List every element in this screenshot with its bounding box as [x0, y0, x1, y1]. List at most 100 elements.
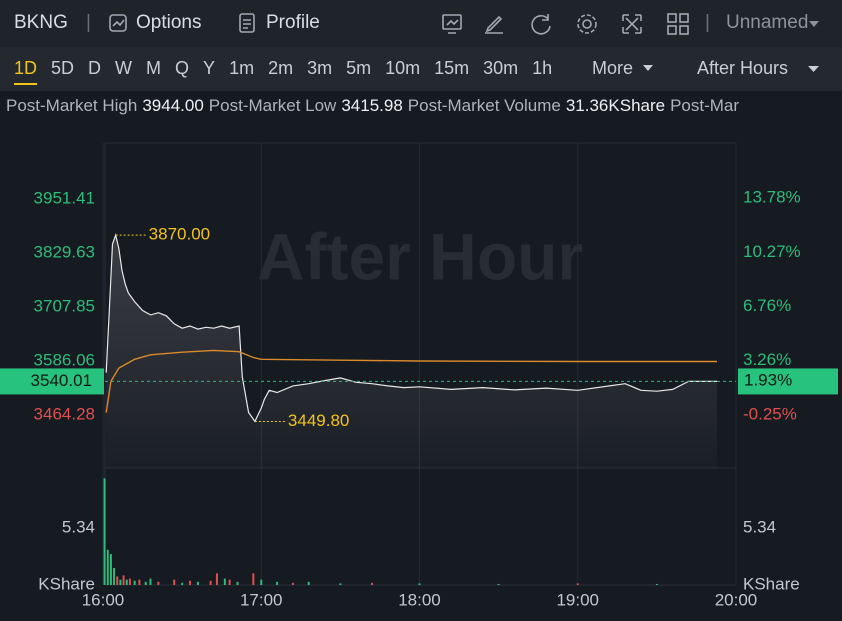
timeframe[interactable]: 30m [483, 58, 519, 78]
timeframe[interactable]: 1h [532, 58, 553, 78]
volume-bar [149, 578, 152, 585]
timeframe[interactable]: 1D [14, 58, 38, 85]
volume-bar [252, 573, 255, 585]
timeframe[interactable]: 5m [346, 58, 372, 78]
last-change: 1.93% [744, 371, 792, 390]
volume-bar [116, 576, 119, 585]
separator: | [705, 12, 710, 33]
timeframes: 1D 5D D W M Q Y 1m 2m 3m 5m 10m 15m 30m 1h [14, 58, 552, 85]
stat-label: Post-Market Low [208, 96, 337, 115]
timeframe[interactable]: 10m [385, 58, 421, 78]
volume-bar [119, 579, 122, 585]
y-tick-label: 3951.41 [34, 188, 95, 207]
price-area [106, 235, 718, 468]
timeframe[interactable]: Y [203, 58, 216, 78]
volume-unit: KShare [743, 574, 800, 593]
volume-bar [223, 578, 226, 585]
price-line [105, 232, 717, 423]
icon[interactable] [485, 15, 503, 34]
volume-bar [122, 575, 125, 585]
volume-bar [173, 579, 176, 585]
annotation-label: 3449.80 [288, 411, 349, 430]
tab[interactable]: Profile [266, 12, 320, 33]
timeframe[interactable]: M [146, 58, 162, 78]
y-tick-label: 3586.06 [34, 350, 95, 369]
stat-value: 3415.98 [341, 96, 403, 115]
icon[interactable] [577, 14, 597, 34]
icon[interactable] [622, 14, 642, 34]
stat-label: Post-Market Volume [407, 96, 561, 115]
dropdown-arrow [643, 65, 653, 71]
y2-tick-label: -0.25% [743, 404, 797, 423]
volume-bar [189, 580, 192, 585]
volume-bar [144, 581, 147, 585]
annotation-label: 3870.00 [149, 225, 210, 244]
timeframe[interactable]: W [115, 58, 133, 78]
stat-label: Post-Market High [6, 96, 138, 115]
volume-bar [125, 579, 128, 585]
timeframe-bar: 1D 5D D W M Q Y 1m 2m 3m 5m 10m 15m 30m 1h More After … [0, 47, 842, 91]
last-price: 3540.01 [31, 371, 92, 390]
volume-bar [307, 581, 310, 585]
volume-bar [371, 582, 374, 585]
y-tick-label: 3829.63 [34, 242, 95, 261]
x-tick-label: 20:00 [715, 590, 758, 609]
y-tick-label: 3464.28 [34, 405, 95, 424]
volume-bar [228, 579, 231, 585]
timeframe[interactable]: 5D [51, 58, 75, 78]
tool-icons [442, 13, 689, 35]
y2-tick-label: 6.76% [743, 296, 791, 315]
volume-bar [236, 581, 239, 585]
timeframe[interactable]: Q [175, 58, 190, 78]
timeframe[interactable]: 2m [268, 58, 294, 78]
layout-name[interactable]: Unnamed [726, 12, 809, 33]
y2-tick-label: 10.27% [743, 242, 801, 261]
volume-bar [215, 573, 218, 585]
last-price-badge [0, 368, 104, 395]
volume-bar [109, 554, 112, 585]
dropdown-arrow [809, 21, 819, 27]
icon[interactable] [442, 14, 462, 34]
volume-bar [196, 581, 199, 585]
volume-bar [497, 583, 500, 585]
volume-bar [113, 567, 116, 585]
volume-bar [418, 583, 421, 585]
volume-tick-label: 5.34 [62, 518, 95, 537]
timeframe[interactable]: 3m [307, 58, 333, 78]
session[interactable]: After Hours [697, 58, 789, 78]
stat-value: 3944.00 [142, 96, 204, 115]
stat-value: 31.36KShare [565, 96, 666, 115]
volume-bar [655, 583, 658, 585]
x-tick-label: 18:00 [398, 590, 441, 609]
timeframe[interactable]: 1m [229, 58, 255, 78]
average-line [105, 349, 717, 413]
volume-unit: KShare [38, 574, 95, 593]
symbol[interactable]: BKNG [14, 12, 68, 33]
volume-bar [339, 583, 342, 585]
volume-bar [106, 549, 109, 585]
icon[interactable] [531, 14, 551, 35]
timeframe[interactable]: 15m [434, 58, 470, 78]
volume-tick-label: 5.34 [743, 518, 776, 537]
top-toolbar: BKNG | Options Profile | Unnamed [0, 0, 842, 47]
volume-bar [128, 578, 131, 585]
tab[interactable]: Options [136, 12, 202, 33]
y-tick-label: 3707.85 [34, 296, 95, 315]
volume-bar [157, 581, 160, 585]
volume-bar [181, 582, 184, 585]
x-tick-label: 16:00 [82, 590, 125, 609]
x-tick-label: 19:00 [556, 590, 599, 609]
icon[interactable] [667, 13, 689, 35]
stats-row: Post-Market High 3944.00 Post-Market Low 34… [6, 96, 842, 122]
last-change-badge [738, 368, 838, 395]
volume-bar [209, 580, 212, 585]
timeframe[interactable]: D [88, 58, 102, 78]
more[interactable]: More [592, 58, 634, 78]
y2-tick-label: 3.26% [743, 350, 791, 369]
options-icon [109, 14, 127, 32]
separator: | [86, 12, 91, 33]
volume-bar [260, 579, 263, 585]
volume-bar [133, 580, 136, 585]
